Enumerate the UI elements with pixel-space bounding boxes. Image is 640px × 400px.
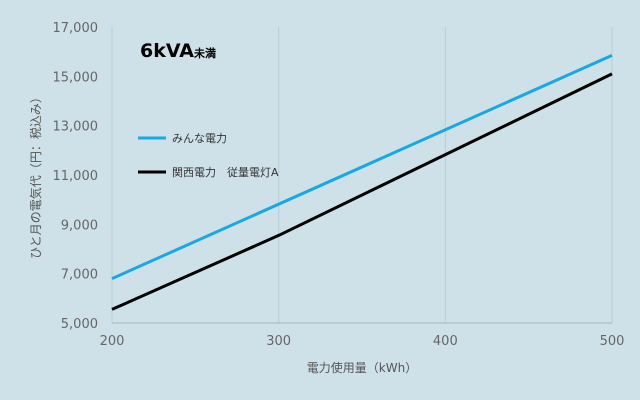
y-tick-label-6: 17,000 <box>53 21 99 36</box>
y-tick-label-5: 15,000 <box>53 70 99 85</box>
x-tick-label-2: 400 <box>433 334 458 349</box>
series-lines <box>111 53 613 311</box>
y-tick-label-0: 5,000 <box>61 317 98 332</box>
x-tick-label-0: 200 <box>100 334 125 349</box>
legend: みんな電力 関西電力 従量電灯A <box>138 132 279 179</box>
grid-lines <box>111 27 613 323</box>
chart-title-suffix: 未満 <box>193 46 216 60</box>
y-tick-label-2: 9,000 <box>61 218 98 233</box>
series-line-0 <box>111 53 613 280</box>
legend-label-minna: みんな電力 <box>172 132 227 145</box>
series-line-1 <box>111 72 613 311</box>
x-tick-labels: 200 300 400 500 <box>100 334 625 349</box>
chart-title-main: 6kVA <box>140 40 194 62</box>
legend-label-kansai: 関西電力 従量電灯A <box>172 166 279 179</box>
y-tick-label-4: 13,000 <box>53 120 99 135</box>
y-tick-label-1: 7,000 <box>61 268 98 283</box>
x-tick-label-3: 500 <box>600 334 625 349</box>
y-tick-labels: 5,000 7,000 9,000 11,000 13,000 15,000 17,000 <box>53 21 99 332</box>
y-axis-label: ひと月の電気代（円：税込み） <box>28 91 43 259</box>
y-tick-label-3: 11,000 <box>53 169 99 184</box>
x-tick-label-1: 300 <box>266 334 291 349</box>
x-axis-label: 電力使用量（kWh） <box>307 360 417 375</box>
chart-title: 6kVA未満 <box>140 40 216 62</box>
